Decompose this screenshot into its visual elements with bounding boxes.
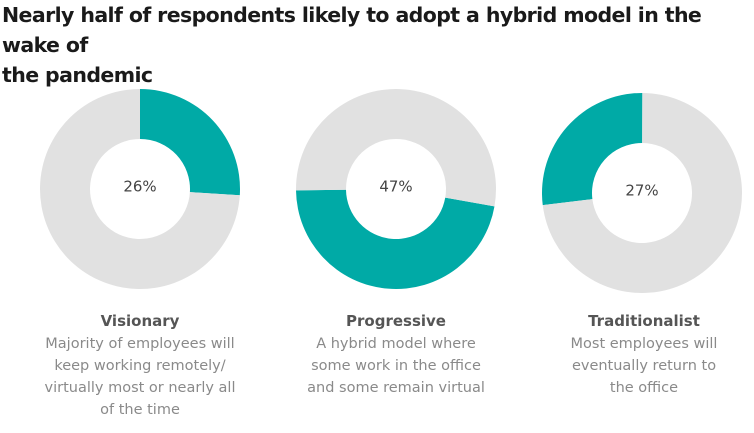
donut-value-label-progressive: 47% bbox=[379, 178, 412, 196]
donut-segment-traditionalist-share bbox=[542, 93, 643, 206]
donut-value-label-visionary: 26% bbox=[123, 178, 156, 196]
description-line: A hybrid model where bbox=[316, 336, 476, 352]
donut-segment-visionary-rest bbox=[39, 89, 240, 289]
donut-chart-visionary: 26% bbox=[39, 89, 240, 289]
donut-panel-visionary: 26% Visionary Majority of employees will… bbox=[15, 0, 265, 433]
category-label-visionary: Visionary bbox=[100, 312, 180, 330]
category-description-visionary: Majority of employees will keep working … bbox=[15, 333, 265, 421]
description-line: the office bbox=[609, 380, 679, 396]
category-label-progressive: Progressive bbox=[346, 312, 446, 330]
donut-segment-progressive-share bbox=[296, 189, 495, 289]
description-line: virtually most or nearly all bbox=[44, 380, 236, 396]
donut-panel-progressive: 47% Progressive A hybrid model where som… bbox=[271, 0, 521, 433]
description-line: eventually return to bbox=[571, 358, 717, 374]
category-description-traditionalist: Most employees will eventually return to… bbox=[519, 333, 754, 399]
description-line: Most employees will bbox=[570, 336, 718, 352]
description-line: of the time bbox=[100, 402, 180, 418]
description-line: Majority of employees will bbox=[45, 336, 235, 352]
description-line: some work in the office bbox=[311, 358, 481, 374]
chart-title-line-1: Nearly half of respondents likely to ado… bbox=[2, 3, 702, 57]
description-line: and some remain virtual bbox=[307, 380, 485, 396]
category-label-traditionalist: Traditionalist bbox=[588, 312, 700, 330]
donut-panel-traditionalist: 27% Traditionalist Most employees will e… bbox=[519, 0, 754, 433]
donut-value-label-traditionalist: 27% bbox=[625, 182, 658, 200]
donut-chart-progressive: 47% bbox=[296, 88, 496, 289]
donut-chart-traditionalist: 27% bbox=[542, 93, 742, 293]
donut-segment-progressive-rest bbox=[296, 88, 496, 207]
chart-title: Nearly half of respondents likely to ado… bbox=[2, 0, 750, 90]
donut-segment-visionary-share bbox=[140, 89, 240, 196]
category-description-progressive: A hybrid model where some work in the of… bbox=[271, 333, 521, 399]
description-line: keep working remotely/ bbox=[54, 358, 226, 374]
chart-title-line-2: the pandemic bbox=[2, 63, 153, 87]
donut-segment-traditionalist-rest bbox=[542, 93, 742, 293]
